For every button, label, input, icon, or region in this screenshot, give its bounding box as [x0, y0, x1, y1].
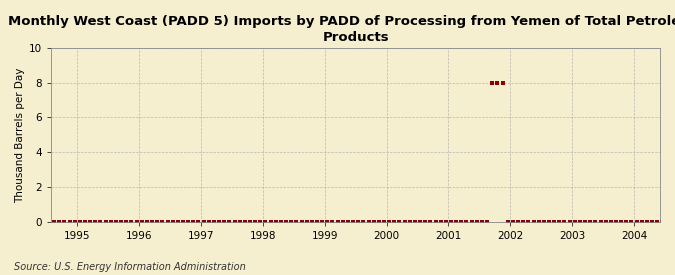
- Title: Monthly West Coast (PADD 5) Imports by PADD of Processing from Yemen of Total Pe: Monthly West Coast (PADD 5) Imports by P…: [8, 15, 675, 44]
- Y-axis label: Thousand Barrels per Day: Thousand Barrels per Day: [15, 67, 25, 202]
- Text: Source: U.S. Energy Information Administration: Source: U.S. Energy Information Administ…: [14, 262, 245, 272]
